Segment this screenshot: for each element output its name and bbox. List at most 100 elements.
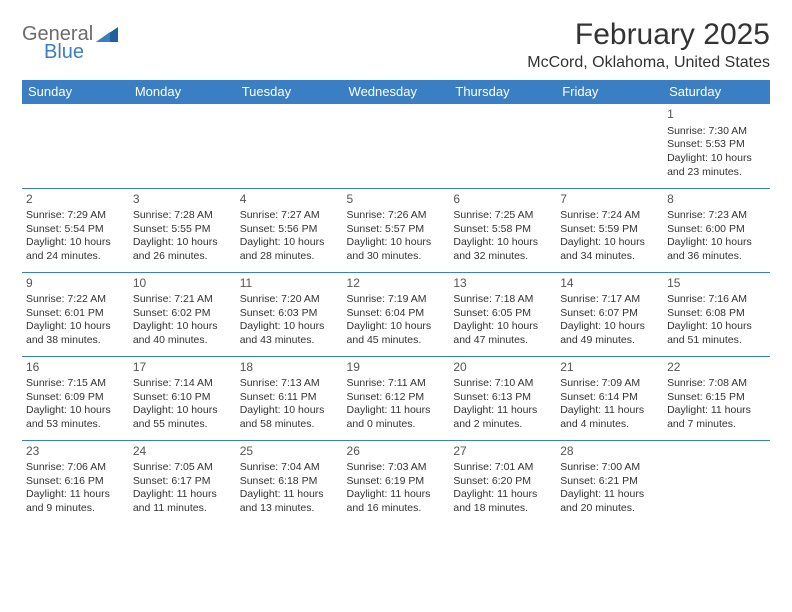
- calendar-cell: 17Sunrise: 7:14 AMSunset: 6:10 PMDayligh…: [129, 356, 236, 440]
- sunset-text: Sunset: 6:04 PM: [347, 307, 446, 321]
- calendar-week-row: 23Sunrise: 7:06 AMSunset: 6:16 PMDayligh…: [22, 440, 770, 524]
- sunrise-text: Sunrise: 7:09 AM: [560, 377, 659, 391]
- calendar-cell: 1Sunrise: 7:30 AMSunset: 5:53 PMDaylight…: [663, 104, 770, 188]
- calendar-cell: [343, 104, 450, 188]
- sunset-text: Sunset: 6:02 PM: [133, 307, 232, 321]
- calendar-week-row: 1Sunrise: 7:30 AMSunset: 5:53 PMDaylight…: [22, 104, 770, 188]
- day-number: 17: [133, 360, 232, 376]
- calendar-cell: 2Sunrise: 7:29 AMSunset: 5:54 PMDaylight…: [22, 188, 129, 272]
- sunset-text: Sunset: 6:19 PM: [347, 475, 446, 489]
- day-number: 1: [667, 107, 766, 123]
- calendar-cell: 13Sunrise: 7:18 AMSunset: 6:05 PMDayligh…: [449, 272, 556, 356]
- sunrise-text: Sunrise: 7:14 AM: [133, 377, 232, 391]
- day-number: 25: [240, 444, 339, 460]
- calendar-cell: 15Sunrise: 7:16 AMSunset: 6:08 PMDayligh…: [663, 272, 770, 356]
- sunset-text: Sunset: 6:00 PM: [667, 223, 766, 237]
- day-number: 6: [453, 192, 552, 208]
- daylight-text: Daylight: 11 hours and 2 minutes.: [453, 404, 552, 431]
- daylight-text: Daylight: 11 hours and 11 minutes.: [133, 488, 232, 515]
- calendar-page: General Blue February 2025 McCord, Oklah…: [0, 0, 792, 534]
- sunrise-text: Sunrise: 7:05 AM: [133, 461, 232, 475]
- daylight-text: Daylight: 10 hours and 43 minutes.: [240, 320, 339, 347]
- calendar-cell: [663, 440, 770, 524]
- calendar-week-row: 16Sunrise: 7:15 AMSunset: 6:09 PMDayligh…: [22, 356, 770, 440]
- day-number: 18: [240, 360, 339, 376]
- sunrise-text: Sunrise: 7:16 AM: [667, 293, 766, 307]
- day-number: 14: [560, 276, 659, 292]
- calendar-cell: 28Sunrise: 7:00 AMSunset: 6:21 PMDayligh…: [556, 440, 663, 524]
- daylight-text: Daylight: 10 hours and 55 minutes.: [133, 404, 232, 431]
- logo: General Blue: [22, 18, 118, 62]
- sunset-text: Sunset: 6:12 PM: [347, 391, 446, 405]
- daylight-text: Daylight: 11 hours and 0 minutes.: [347, 404, 446, 431]
- day-number: 11: [240, 276, 339, 292]
- daylight-text: Daylight: 10 hours and 45 minutes.: [347, 320, 446, 347]
- day-number: 24: [133, 444, 232, 460]
- sunset-text: Sunset: 6:11 PM: [240, 391, 339, 405]
- logo-text: General Blue: [22, 24, 118, 62]
- calendar-cell: 9Sunrise: 7:22 AMSunset: 6:01 PMDaylight…: [22, 272, 129, 356]
- sunrise-text: Sunrise: 7:08 AM: [667, 377, 766, 391]
- sunrise-text: Sunrise: 7:18 AM: [453, 293, 552, 307]
- sunrise-text: Sunrise: 7:23 AM: [667, 209, 766, 223]
- daylight-text: Daylight: 11 hours and 9 minutes.: [26, 488, 125, 515]
- daylight-text: Daylight: 10 hours and 28 minutes.: [240, 236, 339, 263]
- day-number: 26: [347, 444, 446, 460]
- day-number: 7: [560, 192, 659, 208]
- daylight-text: Daylight: 11 hours and 13 minutes.: [240, 488, 339, 515]
- sunset-text: Sunset: 5:54 PM: [26, 223, 125, 237]
- calendar-week-row: 2Sunrise: 7:29 AMSunset: 5:54 PM Daylight…: [22, 188, 770, 272]
- day-number: 8: [667, 192, 766, 208]
- daylight-text: Daylight: 10 hours and 34 minutes.: [560, 236, 659, 263]
- logo-word-2: Blue: [44, 42, 118, 62]
- sunset-text: Sunset: 5:57 PM: [347, 223, 446, 237]
- sunrise-text: Sunrise: 7:01 AM: [453, 461, 552, 475]
- weekday-heading: Thursday: [449, 80, 556, 104]
- sunrise-text: Sunrise: 7:15 AM: [26, 377, 125, 391]
- sunrise-text: Sunrise: 7:24 AM: [560, 209, 659, 223]
- sunset-text: Sunset: 6:14 PM: [560, 391, 659, 405]
- logo-triangle-icon: [96, 27, 118, 42]
- calendar-header: Sunday Monday Tuesday Wednesday Thursday…: [22, 80, 770, 104]
- day-number: 28: [560, 444, 659, 460]
- day-number: 2: [26, 192, 125, 208]
- calendar-cell: 8Sunrise: 7:23 AMSunset: 6:00 PMDaylight…: [663, 188, 770, 272]
- calendar-cell: 6Sunrise: 7:25 AMSunset: 5:58 PMDaylight…: [449, 188, 556, 272]
- sunrise-text: Sunrise: 7:29 AM: [26, 209, 125, 223]
- sunrise-text: Sunrise: 7:10 AM: [453, 377, 552, 391]
- sunrise-text: Sunrise: 7:19 AM: [347, 293, 446, 307]
- daylight-text: Daylight: 10 hours and 40 minutes.: [133, 320, 232, 347]
- sunrise-text: Sunrise: 7:06 AM: [26, 461, 125, 475]
- sunset-text: Sunset: 6:09 PM: [26, 391, 125, 405]
- calendar-cell: [449, 104, 556, 188]
- calendar-cell: 12Sunrise: 7:19 AMSunset: 6:04 PMDayligh…: [343, 272, 450, 356]
- sunrise-text: Sunrise: 7:27 AM: [240, 209, 339, 223]
- calendar-cell: 18Sunrise: 7:13 AMSunset: 6:11 PMDayligh…: [236, 356, 343, 440]
- calendar-cell: [129, 104, 236, 188]
- day-number: 5: [347, 192, 446, 208]
- calendar-cell: 5Sunrise: 7:26 AMSunset: 5:57 PMDaylight…: [343, 188, 450, 272]
- sunrise-text: Sunrise: 7:21 AM: [133, 293, 232, 307]
- sunset-text: Sunset: 6:13 PM: [453, 391, 552, 405]
- calendar-cell: 10Sunrise: 7:21 AMSunset: 6:02 PMDayligh…: [129, 272, 236, 356]
- sunrise-text: Sunrise: 7:25 AM: [453, 209, 552, 223]
- day-number: 12: [347, 276, 446, 292]
- title-block: February 2025 McCord, Oklahoma, United S…: [527, 18, 770, 72]
- calendar-cell: 23Sunrise: 7:06 AMSunset: 6:16 PMDayligh…: [22, 440, 129, 524]
- sunset-text: Sunset: 5:58 PM: [453, 223, 552, 237]
- calendar-cell: 4Sunrise: 7:27 AMSunset: 5:56 PMDaylight…: [236, 188, 343, 272]
- calendar-table: Sunday Monday Tuesday Wednesday Thursday…: [22, 80, 770, 524]
- sunrise-text: Sunrise: 7:03 AM: [347, 461, 446, 475]
- day-number: 20: [453, 360, 552, 376]
- calendar-cell: [556, 104, 663, 188]
- weekday-heading: Wednesday: [343, 80, 450, 104]
- sunset-text: Sunset: 6:17 PM: [133, 475, 232, 489]
- calendar-cell: 24Sunrise: 7:05 AMSunset: 6:17 PMDayligh…: [129, 440, 236, 524]
- daylight-text: Daylight: 11 hours and 20 minutes.: [560, 488, 659, 515]
- daylight-text: Daylight: 10 hours and 49 minutes.: [560, 320, 659, 347]
- calendar-cell: 14Sunrise: 7:17 AMSunset: 6:07 PMDayligh…: [556, 272, 663, 356]
- sunset-text: Sunset: 6:01 PM: [26, 307, 125, 321]
- calendar-cell: 22Sunrise: 7:08 AMSunset: 6:15 PMDayligh…: [663, 356, 770, 440]
- sunset-text: Sunset: 5:53 PM: [667, 138, 766, 152]
- daylight-text: Daylight: 10 hours and 58 minutes.: [240, 404, 339, 431]
